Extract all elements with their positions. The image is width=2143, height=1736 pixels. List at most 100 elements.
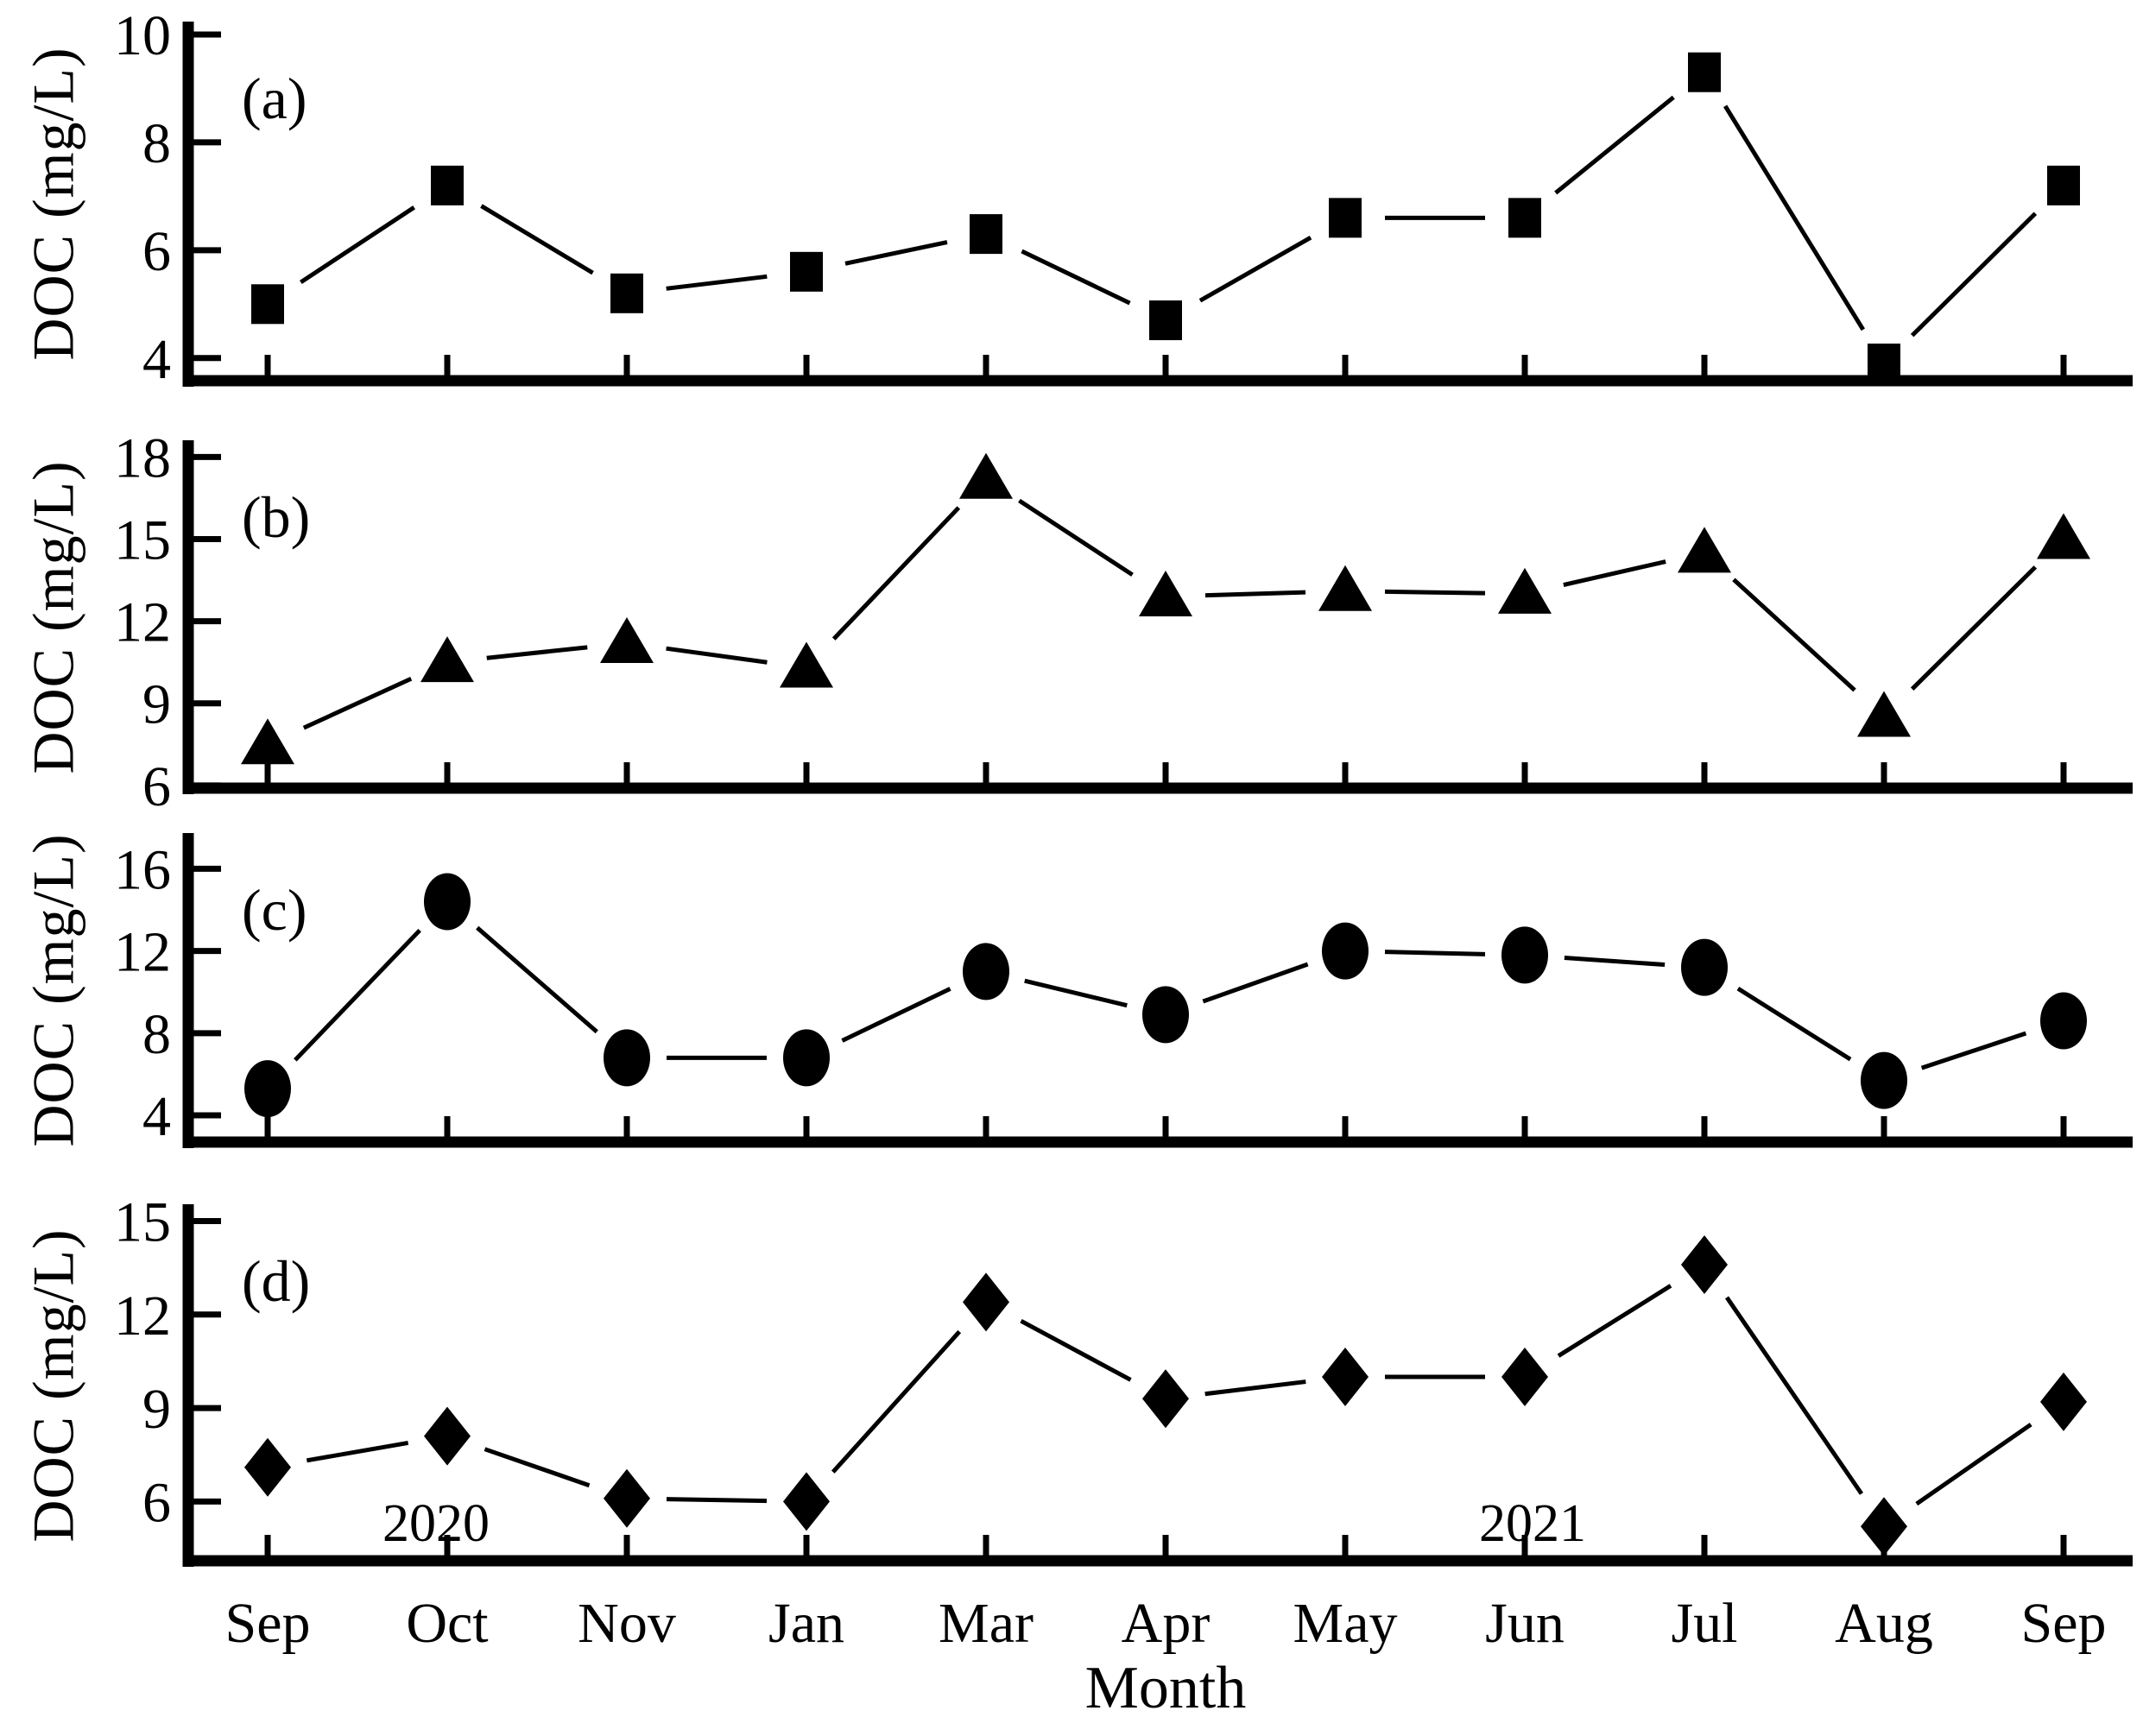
- x-axis-title: Month: [1084, 1655, 1247, 1721]
- series-line-segment: [1910, 211, 2038, 338]
- y-tick-label: 15: [114, 1190, 171, 1253]
- series-line-segment: [841, 987, 951, 1043]
- series-line-segment: [1384, 950, 1486, 956]
- triangle-marker: [241, 718, 294, 765]
- y-tick-label: 9: [142, 1378, 171, 1441]
- diamond-marker: [783, 1472, 830, 1531]
- triangle-marker: [780, 641, 833, 688]
- x-tick-label-month: Jun: [1485, 1592, 1565, 1655]
- series-line-segment: [1204, 590, 1306, 598]
- panel-b-chart: 6 9 12 15 18 (b): [114, 426, 2133, 818]
- x-tick-label-month: Oct: [406, 1592, 489, 1655]
- y-tick-label: 12: [114, 591, 171, 654]
- series-line-segment: [1202, 962, 1309, 1004]
- series-line-segment: [831, 506, 961, 641]
- y-tick-label: 4: [142, 328, 171, 391]
- series-line-segment: [1021, 249, 1131, 306]
- diamond-marker: [1681, 1235, 1728, 1295]
- circle-marker: [963, 943, 1009, 1001]
- series-line-segment: [1198, 235, 1312, 303]
- y-tick-label: 6: [142, 220, 171, 283]
- series-line-segment: [1564, 956, 1666, 968]
- diamond-marker: [604, 1468, 650, 1528]
- diamond-marker: [1861, 1497, 1907, 1556]
- circle-marker: [244, 1060, 291, 1118]
- circle-marker: [1681, 938, 1728, 996]
- series-line-segment: [666, 274, 768, 291]
- series-line-segment: [1563, 559, 1666, 588]
- x-tick-label-month: Mar: [939, 1592, 1034, 1655]
- circle-marker: [424, 873, 471, 931]
- y-tick-label: 18: [114, 426, 171, 489]
- triangle-marker: [959, 452, 1013, 499]
- circle-marker: [1861, 1051, 1907, 1109]
- diamond-marker: [1501, 1348, 1548, 1407]
- triangle-marker: [2037, 513, 2090, 559]
- series-line-segment: [666, 646, 768, 665]
- y-tick-label: 6: [142, 755, 171, 818]
- y-axis-title-panel-a: DOC (mg/L): [20, 47, 86, 361]
- panel-c-chart: 4 8 12 16 (c): [114, 833, 2133, 1148]
- series-line-segment: [1384, 589, 1486, 596]
- circle-marker: [783, 1029, 830, 1087]
- y-axis-title-panel-d: DOC (mg/L): [20, 1228, 86, 1543]
- square-marker: [1508, 198, 1541, 238]
- series-line-segment: [302, 677, 413, 730]
- series-line-segment: [486, 645, 588, 660]
- series-line-segment: [844, 240, 948, 266]
- series-line-segment: [1736, 987, 1852, 1062]
- series-line-segment: [1723, 104, 1865, 331]
- y-tick-label: 6: [142, 1471, 171, 1534]
- square-marker: [790, 251, 823, 292]
- y-tick-label: 15: [114, 508, 171, 571]
- triangle-marker: [600, 616, 654, 663]
- series-line-segment: [1732, 578, 1856, 692]
- diamond-marker: [963, 1272, 1009, 1332]
- square-marker: [1329, 198, 1362, 238]
- series-line-segment: [1018, 498, 1134, 577]
- y-tick-label: 4: [142, 1085, 171, 1148]
- x-tick-label-month: Jul: [1671, 1592, 1738, 1655]
- x-tick-label-month: Jan: [768, 1592, 844, 1655]
- circle-marker: [1501, 926, 1548, 984]
- square-marker: [1688, 52, 1721, 92]
- panel-letter-label: (a): [242, 66, 307, 131]
- series-line-segment: [476, 925, 598, 1034]
- series-line-segment: [666, 1497, 768, 1504]
- y-tick-label: 16: [114, 838, 171, 901]
- x-tick-label-month: Nov: [578, 1592, 676, 1655]
- series-line-segment: [1204, 1379, 1306, 1397]
- y-axis-title-panel-c: DOC (mg/L): [20, 833, 86, 1147]
- triangle-marker: [420, 636, 474, 683]
- y-tick-label: 10: [114, 4, 171, 67]
- series-line-segment: [1024, 978, 1128, 1008]
- x-tick-label-month: Aug: [1835, 1592, 1933, 1655]
- x-tick-label-month: Apr: [1121, 1592, 1211, 1655]
- diamond-marker: [2040, 1372, 2087, 1431]
- series-line-segment: [484, 1447, 591, 1488]
- x-tick-label-month: Sep: [2020, 1592, 2107, 1655]
- circle-marker: [1322, 922, 1369, 980]
- series-line-segment: [1910, 565, 2038, 691]
- circle-marker: [1142, 986, 1189, 1044]
- panel-letter-label: (d): [242, 1248, 310, 1314]
- series-line-segment: [480, 204, 594, 275]
- series-line-segment: [831, 1329, 962, 1474]
- circle-marker: [2040, 992, 2087, 1050]
- panel-d-chart: 6 9 12 15 (d): [114, 1190, 2133, 1567]
- panel-letter-label: (c): [242, 877, 307, 943]
- y-axis-title-panel-b: DOC (mg/L): [20, 460, 86, 774]
- triangle-marker: [1678, 527, 1731, 573]
- y-tick-label: 9: [142, 673, 171, 736]
- panel-a-chart: 4 6 8 10 (a): [114, 4, 2133, 391]
- year-annotation-2021: 2021: [1479, 1494, 1586, 1553]
- x-tick-label-month: May: [1293, 1592, 1398, 1655]
- diamond-marker: [424, 1406, 471, 1466]
- y-tick-label: 12: [114, 921, 171, 984]
- series-line-segment: [1554, 95, 1675, 195]
- series-line-segment: [1557, 1284, 1672, 1358]
- triangle-marker: [1857, 691, 1911, 737]
- square-marker: [610, 273, 643, 313]
- square-marker: [2047, 165, 2080, 205]
- x-tick-label-month: Sep: [224, 1592, 311, 1655]
